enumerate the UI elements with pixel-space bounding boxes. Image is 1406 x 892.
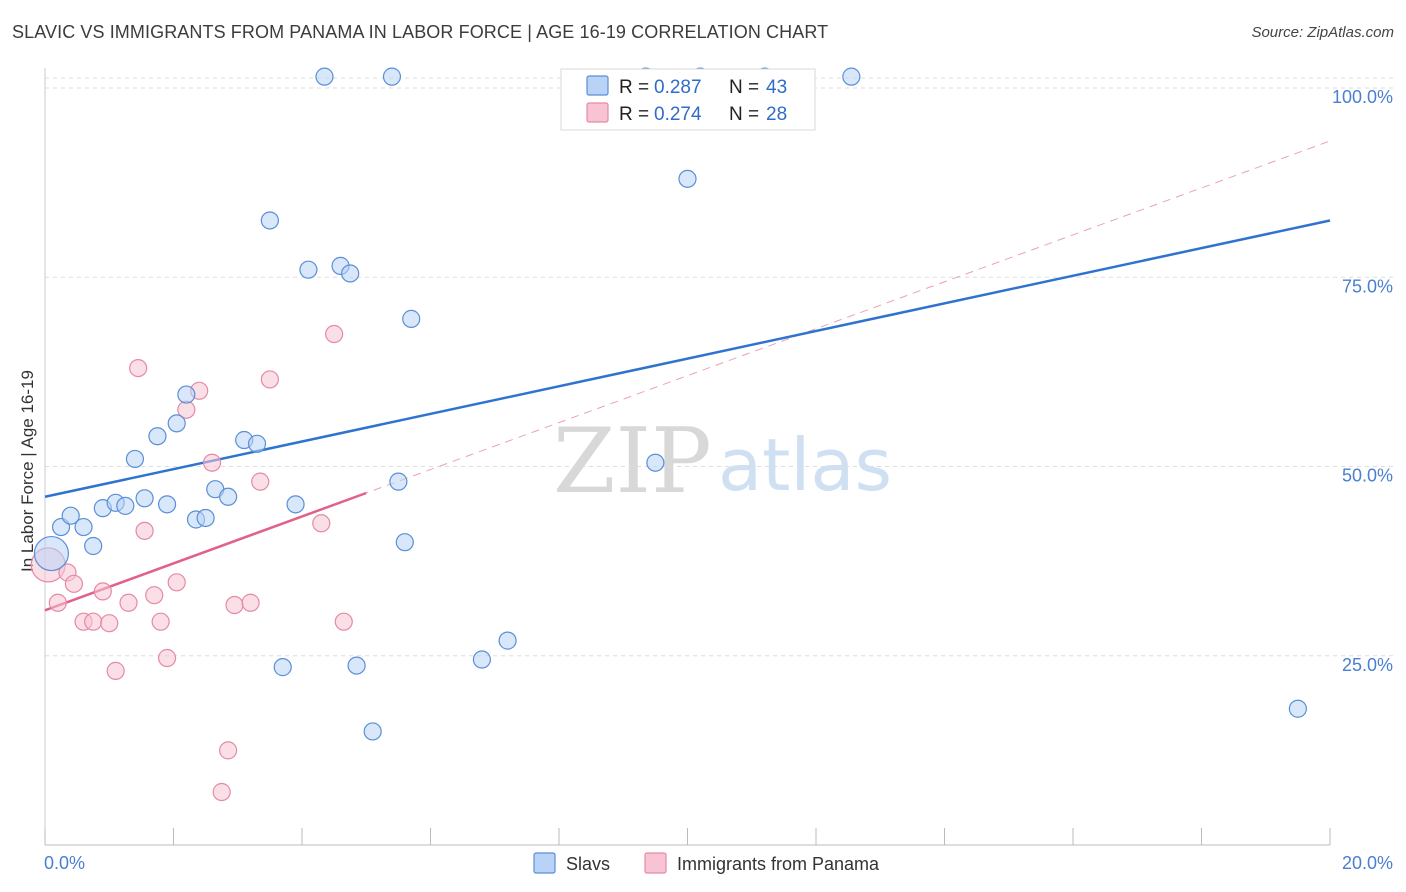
slavs-point: [84, 536, 103, 556]
slavs-point: [299, 260, 318, 279]
legend-swatch-panama: [586, 102, 609, 123]
watermark: ZIP atlas: [553, 409, 892, 514]
panama-point: [119, 593, 138, 612]
slavs-point: [273, 658, 292, 677]
series-legend: Slavs Immigrants from Panama: [533, 852, 880, 874]
slavs-point: [135, 489, 154, 508]
bottom-legend-label-slavs: Slavs: [566, 854, 610, 874]
y-tick-label: 100.0%: [1332, 87, 1393, 107]
bottom-legend-label-panama: Immigrants from Panama: [677, 854, 880, 874]
panama-point: [241, 593, 260, 612]
panama-point: [225, 595, 244, 615]
slavs-point: [389, 472, 408, 491]
panama-point: [151, 612, 170, 631]
slavs-point: [247, 434, 267, 453]
slavs-point: [347, 656, 366, 675]
slavs-point: [498, 631, 517, 650]
panama-point: [212, 782, 231, 802]
y-tick-labels: 25.0% 50.0% 75.0% 100.0%: [1332, 87, 1393, 675]
slavs-point: [678, 169, 697, 188]
slavs-point: [341, 264, 360, 283]
panama-point: [167, 573, 186, 592]
slavs-point: [219, 487, 238, 506]
slavs-point: [395, 533, 414, 552]
axes: [44, 68, 1331, 846]
panama-point: [100, 614, 119, 633]
panama-point: [251, 472, 270, 491]
slavs-point: [61, 506, 80, 525]
x-tick-label-max: 20.0%: [1342, 853, 1393, 873]
trend-lines: [44, 140, 1331, 612]
panama-point: [219, 741, 238, 760]
panama-point: [334, 612, 353, 631]
slavs-point: [1288, 699, 1307, 718]
watermark-atlas: atlas: [718, 423, 892, 507]
slavs-point: [177, 385, 196, 404]
slavs-points: [33, 67, 1307, 741]
panama-point: [325, 324, 344, 344]
slavs-point: [286, 495, 305, 514]
legend-n-value-panama: 28: [766, 104, 787, 125]
panama-point: [64, 574, 84, 593]
slavs-point: [646, 453, 665, 472]
slavs-point: [33, 535, 70, 572]
panama-point: [48, 593, 67, 612]
x-tick-label-min: 0.0%: [44, 853, 85, 873]
bottom-legend-swatch-panama: [644, 852, 667, 874]
slavs-point: [842, 67, 861, 86]
slavs-point: [116, 496, 135, 515]
slavs-point: [260, 211, 279, 230]
x-tick-labels: 0.0% 20.0%: [44, 853, 1393, 873]
slavs-point: [125, 449, 145, 469]
slavs-point: [382, 67, 402, 86]
panama-point: [84, 612, 103, 631]
panama-point: [202, 453, 222, 472]
panama-point: [93, 582, 112, 601]
y-tick-label: 25.0%: [1342, 655, 1393, 675]
panama-point: [157, 648, 177, 668]
panama-point: [145, 586, 164, 605]
legend-r-label-panama: R =: [619, 104, 649, 125]
slavs-point: [472, 650, 491, 669]
slavs-point: [74, 517, 93, 537]
legend-n-value-slavs: 43: [766, 77, 787, 98]
correlation-legend: R = 0.287 N = 43 R = 0.274 N = 28: [560, 68, 816, 131]
legend-n-label-slavs: N =: [729, 77, 759, 98]
y-axis-label: In Labor Force | Age 16-19: [18, 370, 37, 572]
chart-title: SLAVIC VS IMMIGRANTS FROM PANAMA IN LABO…: [12, 22, 829, 42]
y-tick-label: 50.0%: [1342, 466, 1393, 486]
slavs-point: [167, 414, 186, 433]
panama-point: [135, 521, 154, 540]
slavs-point: [196, 508, 215, 528]
legend-r-label-slavs: R =: [619, 77, 649, 98]
slavs-point: [315, 67, 334, 86]
slavs-point: [148, 427, 167, 446]
watermark-zip: ZIP: [553, 409, 712, 514]
legend-r-value-slavs: 0.287: [654, 77, 702, 98]
gridlines: [45, 77, 1394, 657]
legend-n-label-panama: N =: [729, 104, 759, 125]
source-credit: Source: ZipAtlas.com: [1251, 24, 1394, 41]
legend-swatch-slavs: [586, 75, 609, 96]
y-tick-label: 75.0%: [1342, 276, 1393, 296]
bottom-legend-swatch-slavs: [533, 852, 556, 874]
panama-point: [106, 661, 125, 680]
legend-r-value-panama: 0.274: [654, 104, 702, 125]
slavs-point: [363, 722, 382, 741]
panama-point: [260, 370, 279, 389]
panama-point: [129, 358, 148, 378]
slavs-point: [402, 309, 421, 328]
slavs-point: [157, 495, 177, 514]
panama-point: [312, 514, 331, 533]
